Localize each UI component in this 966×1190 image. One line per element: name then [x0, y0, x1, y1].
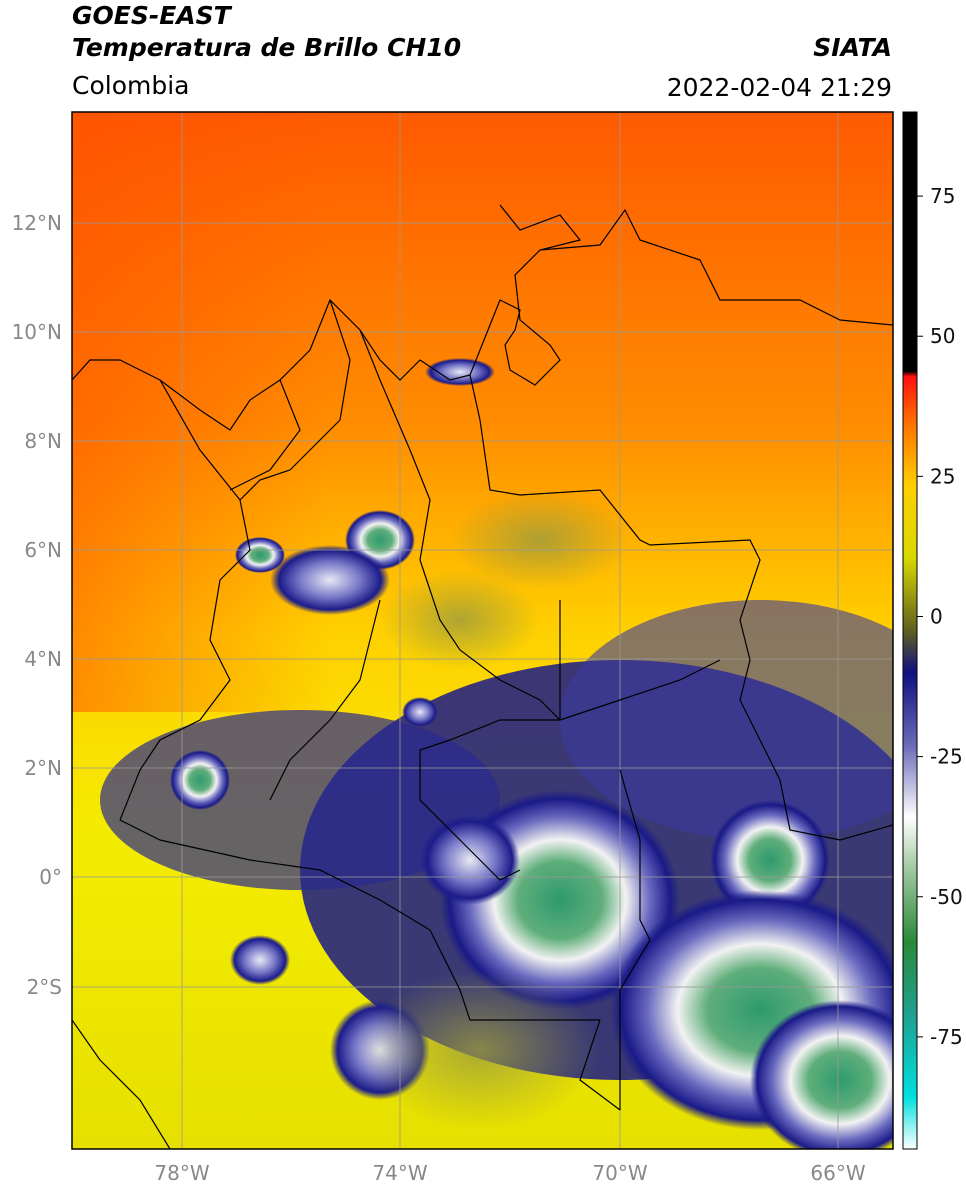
lon-tick-label: 70°W [592, 1161, 647, 1185]
colorbar-tick-label: -25 [930, 745, 963, 769]
colorbar-tick-label: 0 [930, 604, 943, 628]
title-block: GOES-EAST Temperatura de Brillo CH10 [72, 0, 461, 64]
colorbar-labels: 75 50 25 0 -25 -50 -75 [917, 184, 963, 1049]
country-borders [72, 204, 893, 1149]
map-frame [71, 111, 894, 1150]
lon-tick-label: 66°W [810, 1161, 865, 1185]
lat-tick-label: 10°N [12, 320, 62, 344]
colorbar-tick-label: 50 [930, 324, 955, 348]
latitude-axis: 12°N 10°N 8°N 6°N 4°N 2°N 0° 2°S [12, 211, 62, 999]
timestamp-label: 2022-02-04 21:29 [666, 73, 892, 102]
lat-tick-label: 12°N [12, 211, 62, 235]
lat-tick-label: 4°N [24, 647, 62, 671]
colorbar [902, 111, 918, 1150]
lat-tick-label: 2°S [27, 975, 62, 999]
satellite-title: GOES-EAST [72, 1, 231, 30]
lat-tick-label: 2°N [24, 756, 62, 780]
credit-label: SIATA [813, 33, 892, 62]
lon-tick-label: 78°W [154, 1161, 209, 1185]
lat-tick-label: 0° [39, 865, 62, 889]
satellite-image [72, 112, 893, 1149]
region-label: Colombia [72, 71, 190, 100]
colorbar-tick-label: 75 [930, 184, 955, 208]
colorbar-tick-label: -50 [930, 885, 963, 909]
product-title: Temperatura de Brillo CH10 [72, 33, 462, 62]
lat-tick-label: 8°N [24, 429, 62, 453]
lat-tick-label: 6°N [24, 538, 62, 562]
longitude-axis: 78°W 74°W 70°W 66°W [154, 1161, 865, 1185]
lon-tick-label: 74°W [372, 1161, 427, 1185]
colorbar-tick-label: 25 [930, 464, 955, 488]
colorbar-tick-label: -75 [930, 1025, 963, 1049]
